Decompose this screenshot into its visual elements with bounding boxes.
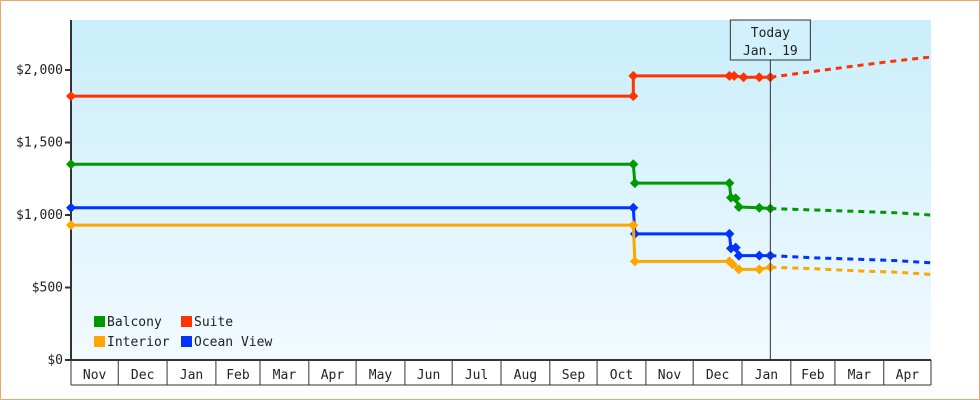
data-point[interactable] <box>754 72 765 83</box>
legend-label: Balcony <box>107 315 162 330</box>
data-point[interactable] <box>738 72 749 83</box>
legend-item-balcony[interactable]: Balcony <box>94 315 162 330</box>
x-tick-label: Nov <box>83 368 107 383</box>
plot-area <box>71 20 931 360</box>
x-tick-label: Feb <box>226 368 250 383</box>
data-point[interactable] <box>628 91 639 102</box>
y-tick-label: $500 <box>32 281 63 296</box>
data-point[interactable] <box>628 70 639 81</box>
legend-swatch <box>94 336 105 347</box>
y-tick-label: $1,000 <box>16 208 63 223</box>
x-tick-label: Aug <box>514 368 537 383</box>
legend-label: Interior <box>107 335 170 350</box>
legend-item-interior[interactable]: Interior <box>94 335 170 350</box>
legend-label: Ocean View <box>194 335 272 350</box>
x-tick-label: Jul <box>465 368 488 383</box>
today-label: Today <box>751 26 790 41</box>
x-tick-label: Mar <box>273 368 297 383</box>
data-point[interactable] <box>733 202 744 213</box>
x-tick-label: Dec <box>131 368 154 383</box>
x-tick-label: Nov <box>658 368 682 383</box>
data-point[interactable] <box>628 159 639 170</box>
data-point[interactable] <box>754 264 765 275</box>
x-tick-label: Apr <box>321 368 345 383</box>
x-tick-label: Feb <box>801 368 825 383</box>
series-suite <box>66 55 932 102</box>
data-point[interactable] <box>724 178 735 189</box>
today-label-box <box>729 19 811 61</box>
legend-label: Suite <box>194 315 233 330</box>
data-point[interactable] <box>729 70 740 81</box>
x-tick-label: Sep <box>562 368 586 383</box>
today-date: Jan. 19 <box>743 44 798 59</box>
data-point[interactable] <box>724 228 735 239</box>
x-tick-label: May <box>369 368 393 383</box>
series-interior <box>66 220 932 276</box>
data-point[interactable] <box>628 202 639 213</box>
x-tick-label: Oct <box>610 368 633 383</box>
data-point[interactable] <box>730 242 741 253</box>
series-ocean-view <box>66 202 932 265</box>
y-tick-label: $1,500 <box>16 136 63 151</box>
x-tick-label: Jan <box>180 368 203 383</box>
series-balcony <box>66 159 932 217</box>
data-point[interactable] <box>628 220 639 231</box>
x-tick-label: Apr <box>896 368 920 383</box>
data-point[interactable] <box>66 202 76 213</box>
legend-swatch <box>181 316 192 327</box>
x-tick-label: Jan <box>755 368 778 383</box>
data-point[interactable] <box>66 91 76 102</box>
y-tick-label: $2,000 <box>16 63 63 78</box>
y-tick-label: $0 <box>47 353 63 368</box>
data-point[interactable] <box>66 159 76 170</box>
x-tick-label: Mar <box>848 368 872 383</box>
data-point[interactable] <box>629 178 640 189</box>
legend-swatch <box>181 336 192 347</box>
data-point[interactable] <box>754 250 765 261</box>
data-point[interactable] <box>733 264 744 275</box>
legend-swatch <box>94 316 105 327</box>
legend-item-ocean-view[interactable]: Ocean View <box>181 335 272 350</box>
data-point[interactable] <box>754 202 765 213</box>
data-point[interactable] <box>66 220 76 231</box>
x-tick-label: Jun <box>417 368 440 383</box>
data-point[interactable] <box>733 250 744 261</box>
data-point[interactable] <box>730 193 741 204</box>
legend-item-suite[interactable]: Suite <box>181 315 233 330</box>
data-point[interactable] <box>629 256 640 267</box>
x-tick-label: Dec <box>706 368 729 383</box>
data-point[interactable] <box>727 259 738 270</box>
